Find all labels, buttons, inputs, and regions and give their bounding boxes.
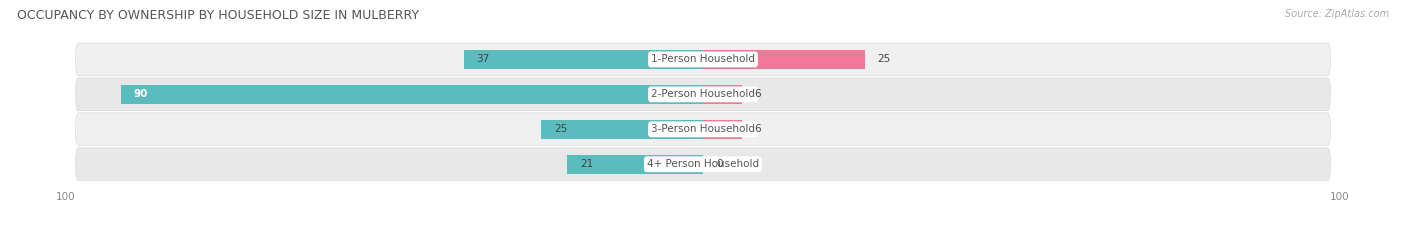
Text: 90: 90: [134, 89, 148, 99]
Text: 6: 6: [755, 124, 762, 134]
Bar: [464, 50, 703, 69]
Text: 2-Person Household: 2-Person Household: [651, 89, 755, 99]
FancyBboxPatch shape: [76, 148, 1330, 181]
Text: 6: 6: [755, 89, 762, 99]
FancyBboxPatch shape: [76, 78, 1330, 111]
Text: 21: 21: [581, 159, 593, 169]
Text: Source: ZipAtlas.com: Source: ZipAtlas.com: [1285, 9, 1389, 19]
Text: 100: 100: [1330, 192, 1350, 202]
Bar: [703, 50, 865, 69]
Text: 3-Person Household: 3-Person Household: [651, 124, 755, 134]
Text: 25: 25: [554, 124, 568, 134]
FancyBboxPatch shape: [76, 113, 1330, 146]
Bar: [703, 85, 742, 104]
Text: 100: 100: [56, 192, 76, 202]
Bar: [121, 85, 703, 104]
Text: 37: 37: [477, 55, 489, 64]
Text: 4+ Person Household: 4+ Person Household: [647, 159, 759, 169]
Bar: [541, 120, 703, 139]
FancyBboxPatch shape: [76, 43, 1330, 76]
Bar: [703, 120, 742, 139]
Bar: [567, 155, 703, 174]
Text: 0: 0: [716, 159, 723, 169]
Text: 25: 25: [877, 55, 891, 64]
Text: 1-Person Household: 1-Person Household: [651, 55, 755, 64]
Text: OCCUPANCY BY OWNERSHIP BY HOUSEHOLD SIZE IN MULBERRY: OCCUPANCY BY OWNERSHIP BY HOUSEHOLD SIZE…: [17, 9, 419, 22]
